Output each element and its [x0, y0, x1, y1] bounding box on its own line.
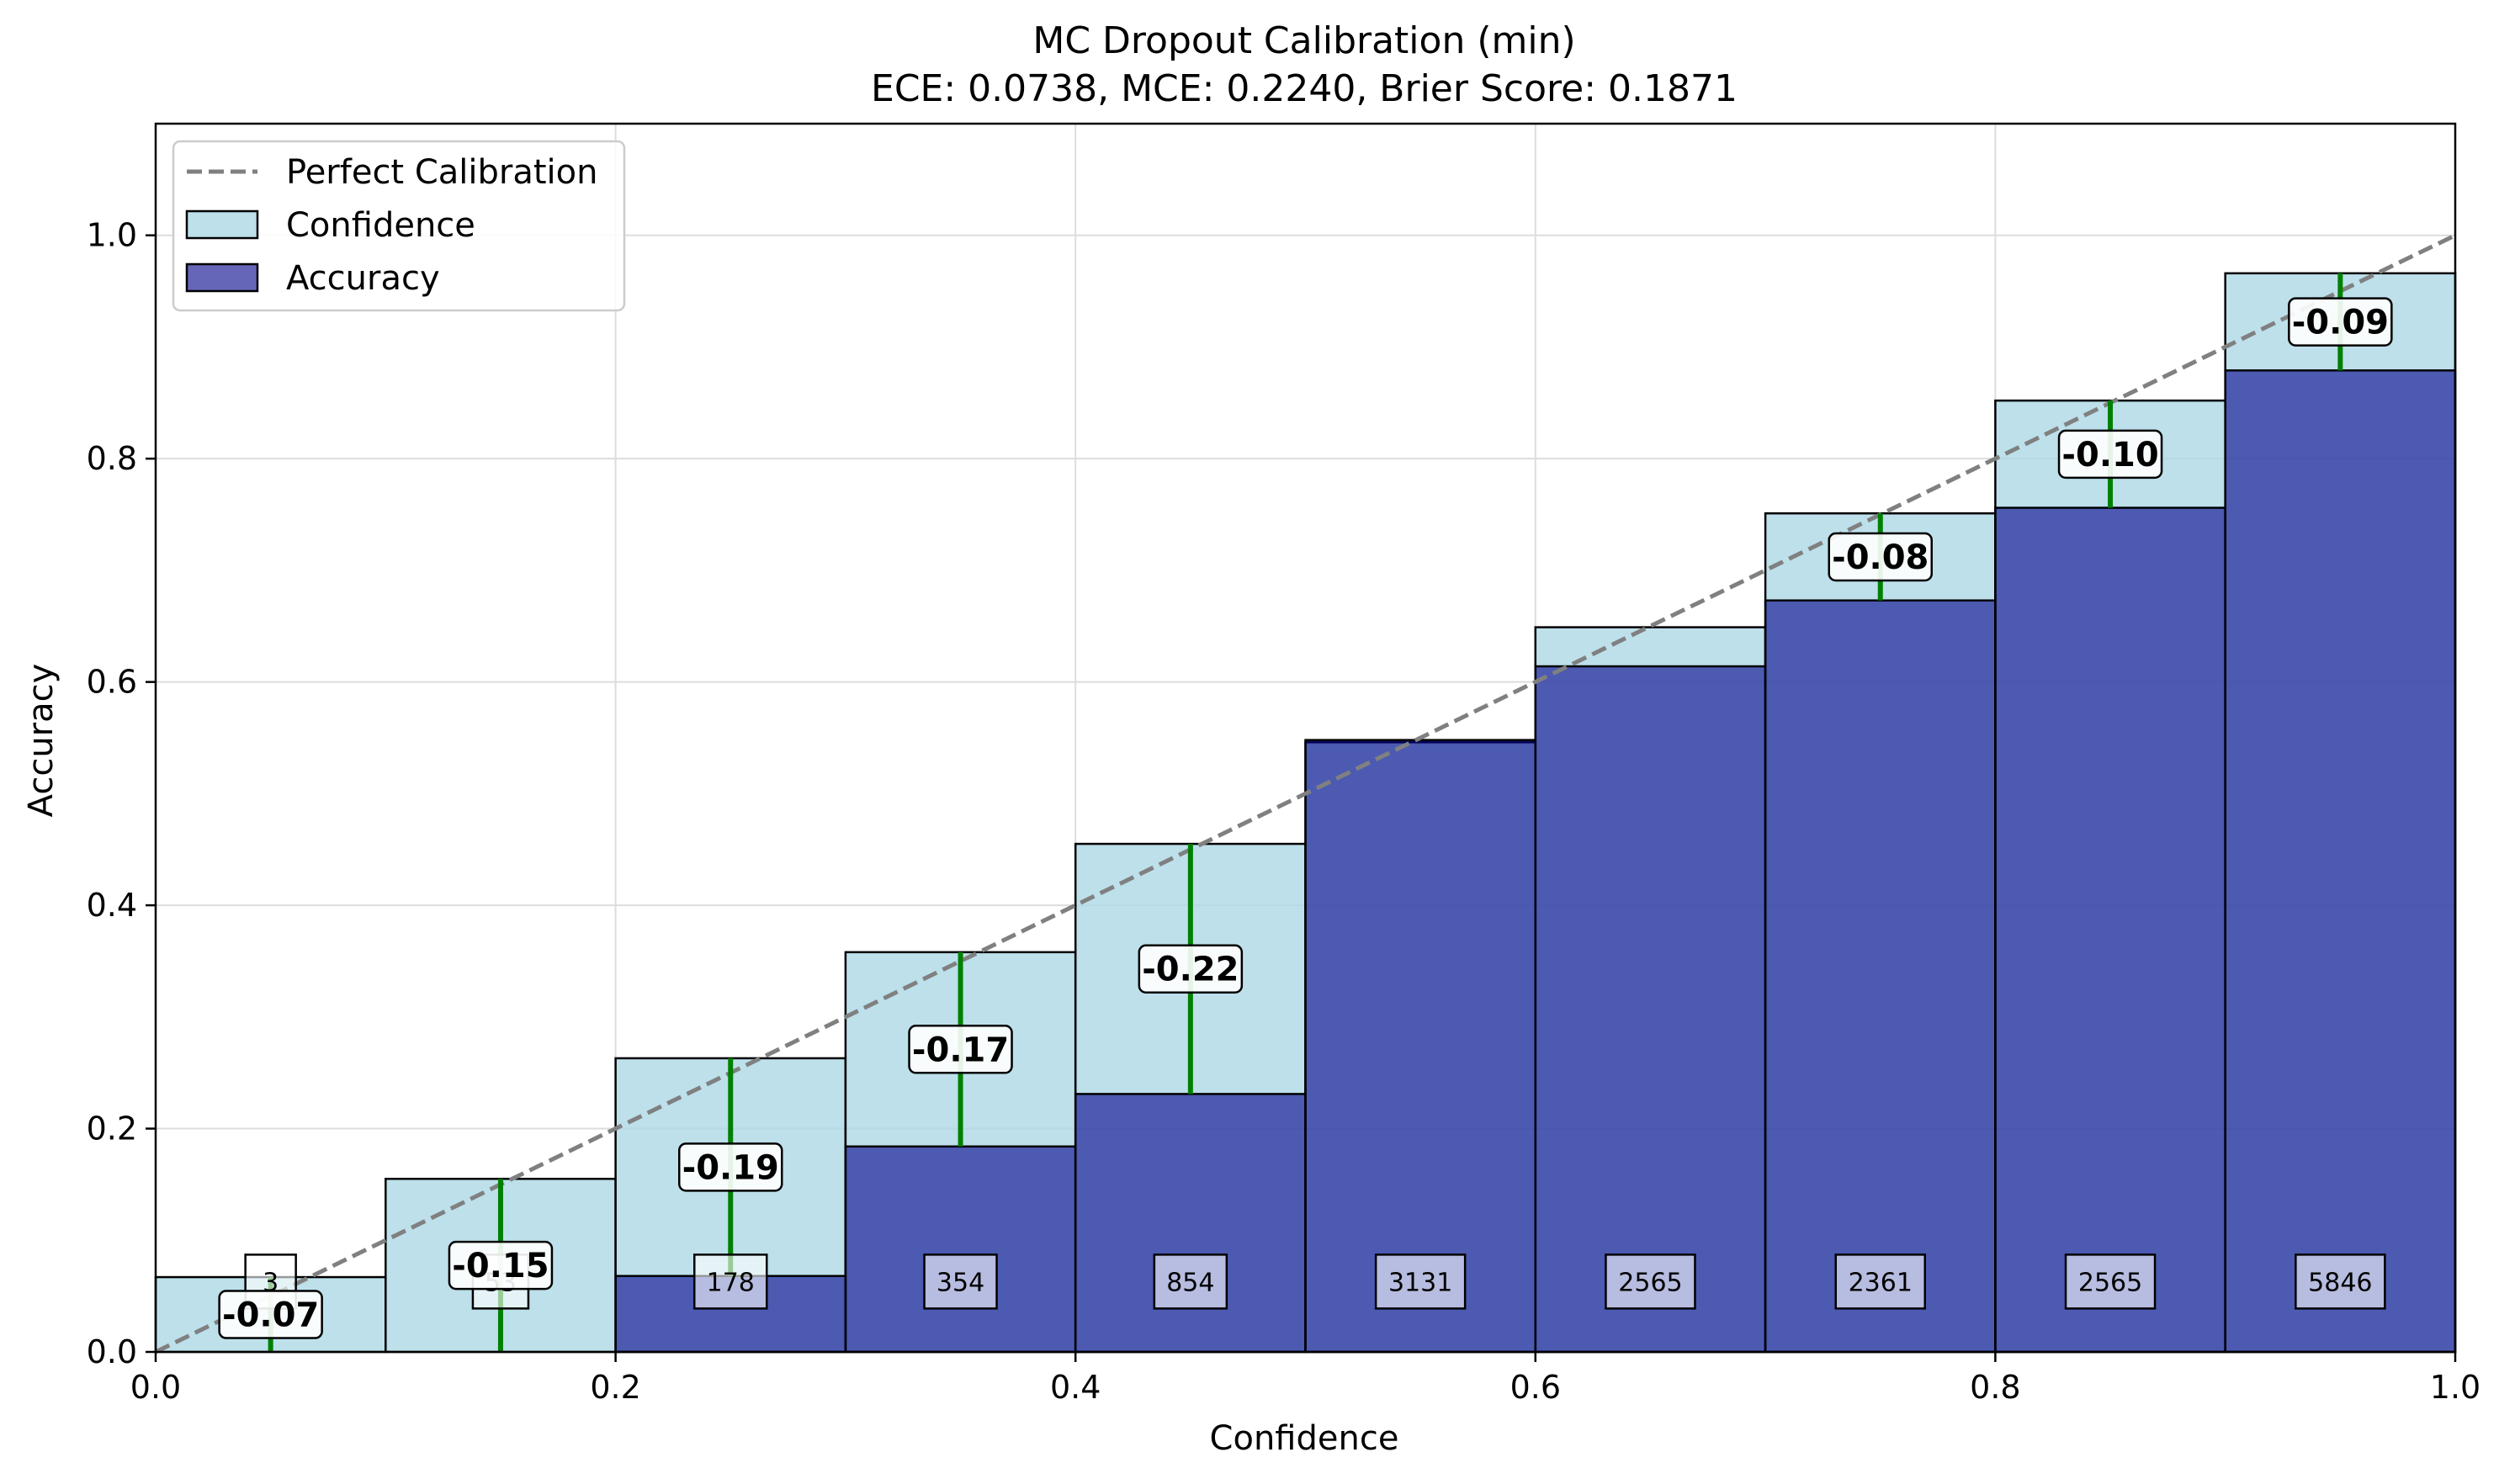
count-label: 854: [1166, 1268, 1214, 1297]
accuracy-bar: [1534, 665, 1767, 1354]
gap-label: -0.07: [222, 1296, 319, 1335]
plot-frame: [154, 122, 2457, 1354]
gap-label-box: [2288, 297, 2393, 347]
legend-perfect-calibration-label: Perfect Calibration: [286, 153, 597, 192]
perfect-calibration-line: [154, 233, 2457, 1354]
count-label: 2361: [1849, 1268, 1913, 1297]
count-label-box: [693, 1253, 768, 1310]
gap-label: -0.15: [452, 1247, 549, 1285]
count-label: 2565: [2078, 1268, 2142, 1297]
x-tick-label: 0.2: [590, 1369, 640, 1406]
y-tick-label: 0.4: [87, 887, 137, 924]
gap-labels: -0.07 -0.15 -0.19 -0.17 -0.22 -0.08 -0.10 -0.09: [218, 297, 2393, 1339]
gap-label-box: [1828, 532, 1933, 582]
count-label-box: [2064, 1253, 2157, 1310]
count-label: 2565: [1618, 1268, 1682, 1297]
chart-subtitle: ECE: 0.0738, MCE: 0.2240, Brier Score: 0…: [871, 67, 1738, 110]
y-tick-label: 0.8: [87, 440, 137, 477]
y-axis-label: Accuracy: [22, 664, 61, 818]
gap-label: -0.09: [2292, 304, 2389, 342]
accuracy-bars: [614, 369, 2457, 1354]
gap-label-box: [218, 1290, 323, 1339]
perfect-calibration-series: [154, 233, 2457, 1354]
accuracy-bar: [844, 1145, 1077, 1354]
accuracy-bar: [1994, 506, 2226, 1354]
accuracy-bar: [1764, 599, 1997, 1354]
gap-label-box: [2057, 429, 2163, 480]
count-label: 354: [936, 1268, 984, 1297]
gap-label: -0.10: [2061, 436, 2158, 474]
accuracy-bar: [1304, 739, 1537, 1354]
gap-label: -0.19: [682, 1148, 779, 1187]
x-axis-ticks: 0.0 0.2 0.4 0.6 0.8 1.0: [130, 1352, 2480, 1406]
x-tick-label: 0.6: [1510, 1369, 1561, 1406]
y-axis-ticks: 0.0 0.2 0.4 0.6 0.8 1.0: [87, 217, 156, 1370]
x-axis-label: Confidence: [1210, 1419, 1399, 1458]
count-label: 5846: [2308, 1268, 2372, 1297]
x-tick-label: 0.8: [1970, 1369, 2020, 1406]
y-tick-label: 0.2: [87, 1110, 137, 1147]
gap-label: -0.17: [912, 1031, 1009, 1069]
count-label: 3131: [1388, 1268, 1452, 1297]
y-tick-label: 0.6: [87, 664, 137, 701]
count-labels: 35317835485431312565236125655846: [244, 1253, 2386, 1310]
legend-confidence-label: Confidence: [286, 206, 475, 245]
gap-label-box: [678, 1142, 783, 1192]
y-tick-label: 1.0: [87, 217, 137, 254]
x-tick-label: 0.0: [130, 1369, 181, 1406]
count-label-box: [1605, 1253, 1696, 1310]
gap-label: -0.22: [1142, 951, 1239, 989]
count-label-box: [923, 1253, 998, 1310]
legend-accuracy-swatch: [185, 262, 259, 293]
count-label-box: [1374, 1253, 1467, 1310]
legend-accuracy-label: Accuracy: [286, 259, 440, 298]
y-tick-label: 0.0: [87, 1333, 137, 1370]
legend: Perfect Calibration Confidence Accuracy: [172, 140, 626, 312]
count-label: 178: [707, 1268, 755, 1297]
gap-label-box: [1138, 944, 1244, 994]
accuracy-bar: [1074, 1093, 1307, 1354]
accuracy-bar: [2224, 369, 2457, 1354]
x-tick-label: 0.4: [1050, 1369, 1101, 1406]
gap-label: -0.08: [1832, 538, 1929, 577]
x-tick-label: 1.0: [2430, 1369, 2480, 1406]
count-label-box: [1153, 1253, 1228, 1310]
legend-confidence-swatch: [185, 209, 259, 240]
count-label-box: [2295, 1253, 2386, 1310]
chart-title: MC Dropout Calibration (min): [1032, 19, 1575, 62]
gap-label-box: [448, 1240, 554, 1291]
legend-box: [172, 140, 626, 312]
gap-label-box: [908, 1025, 1013, 1074]
count-label-box: [1834, 1253, 1926, 1310]
